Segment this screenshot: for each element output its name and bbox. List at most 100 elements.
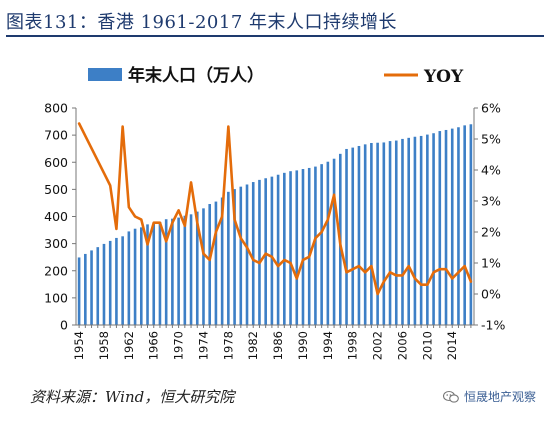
bar-population	[202, 208, 205, 325]
bar-population	[419, 135, 423, 325]
y-left-tick-label: 500	[44, 182, 68, 197]
x-tick-label: 2010	[420, 331, 434, 360]
source-note: 资料来源：Wind，恒大研究院	[30, 388, 235, 406]
x-tick-label: 1978	[221, 331, 235, 360]
bar-population	[432, 133, 435, 325]
bar-population	[314, 166, 317, 325]
bar-population	[164, 219, 168, 325]
bar-population	[394, 140, 398, 325]
bar-population	[307, 167, 311, 325]
bar-population	[133, 228, 137, 325]
bar-population	[326, 161, 330, 325]
bar-population	[463, 125, 466, 325]
bar-population	[146, 224, 149, 325]
bar-population	[127, 231, 131, 325]
y-right-tick-label: 2%	[481, 225, 501, 240]
legend-label-population: 年末人口（万人）	[128, 65, 264, 86]
bar-population	[264, 178, 267, 325]
bar-population	[152, 222, 156, 325]
y-right-tick-label: 5%	[481, 132, 501, 147]
y-left-tick-label: 400	[44, 209, 68, 224]
bar-population	[283, 172, 286, 325]
y-right-tick-label: 4%	[481, 163, 501, 178]
y-left-tick-label: 800	[44, 101, 68, 116]
title-block: 图表131：香港 1961-2017 年末人口持续增长	[6, 2, 544, 38]
bar-population	[401, 138, 404, 325]
bar-population	[270, 176, 274, 325]
y-left-tick-label: 700	[44, 128, 68, 143]
bar-population	[171, 218, 174, 325]
bar-population	[115, 237, 118, 325]
chart-title: 图表131：香港 1961-2017 年末人口持续增长	[6, 12, 397, 33]
y-left-tick-label: 0	[60, 318, 68, 333]
x-tick-label: 2002	[371, 331, 385, 360]
x-tick-label: 1974	[196, 331, 210, 360]
bar-population	[469, 124, 473, 326]
line-yoy	[77, 122, 473, 296]
title-underline	[6, 35, 544, 37]
bar-population	[220, 197, 224, 325]
bar-population	[214, 201, 218, 325]
x-tick-label: 1966	[147, 331, 161, 360]
bar-population	[77, 257, 81, 325]
bar-population	[208, 204, 212, 325]
bar-population	[139, 227, 143, 325]
y-right-tick-label: 3%	[481, 194, 501, 209]
x-tick-label: 1998	[346, 331, 360, 360]
bar-population	[351, 147, 355, 325]
bar-population	[332, 158, 336, 325]
x-tick-label: 1970	[172, 331, 186, 360]
bar-population	[227, 191, 230, 325]
bar-population	[407, 137, 411, 325]
watermark: 恒晟地产观察	[442, 388, 536, 405]
y-right-tick-label: 0%	[481, 287, 501, 302]
bar-population	[426, 134, 429, 325]
x-tick-label: 1994	[321, 331, 335, 360]
chat-bubble-icon	[442, 390, 459, 403]
bar-population	[258, 179, 261, 325]
bar-population	[289, 171, 292, 325]
bar-population	[233, 189, 236, 325]
bar-population	[382, 142, 386, 325]
bar-population	[121, 236, 124, 325]
y-left-tick-label: 100	[44, 290, 68, 305]
bar-population	[239, 186, 243, 325]
bar-population	[183, 215, 187, 325]
bar-population	[438, 131, 442, 325]
bar-population	[295, 170, 299, 325]
bar-population	[444, 129, 448, 325]
x-tick-label: 1986	[271, 331, 285, 360]
watermark-text: 恒晟地产观察	[463, 390, 536, 404]
bar-population	[189, 214, 193, 325]
bar-population	[450, 128, 454, 325]
bar-population	[108, 240, 112, 325]
bar-population	[251, 182, 255, 325]
bar-population	[96, 247, 100, 325]
bar-population	[195, 211, 199, 325]
bar-population	[177, 217, 180, 325]
bar-population	[345, 148, 348, 325]
y-right-tick-label: 1%	[481, 256, 501, 271]
x-tick-label: 2006	[395, 331, 409, 360]
y-left-tick-label: 300	[44, 236, 68, 251]
y-left-tick-label: 200	[44, 263, 68, 278]
bar-population	[388, 141, 392, 325]
x-tick-label: 1962	[122, 331, 136, 360]
bar-population	[245, 184, 249, 325]
bar-population	[457, 127, 460, 325]
bar-population	[90, 250, 93, 325]
bar-population	[320, 164, 323, 325]
bar-population	[301, 169, 305, 325]
x-tick-label: 2014	[445, 331, 459, 360]
legend-swatch-population	[88, 68, 122, 81]
bar-population	[357, 145, 361, 325]
x-tick-label: 1982	[246, 331, 260, 360]
y-left-tick-label: 600	[44, 155, 68, 170]
bar-population	[363, 144, 367, 325]
x-tick-label: 1954	[72, 331, 86, 360]
x-tick-label: 1958	[97, 331, 111, 360]
bar-population	[376, 142, 379, 325]
bar-population	[84, 253, 87, 325]
bar-population	[276, 174, 280, 325]
y-right-tick-label: 6%	[481, 101, 501, 116]
